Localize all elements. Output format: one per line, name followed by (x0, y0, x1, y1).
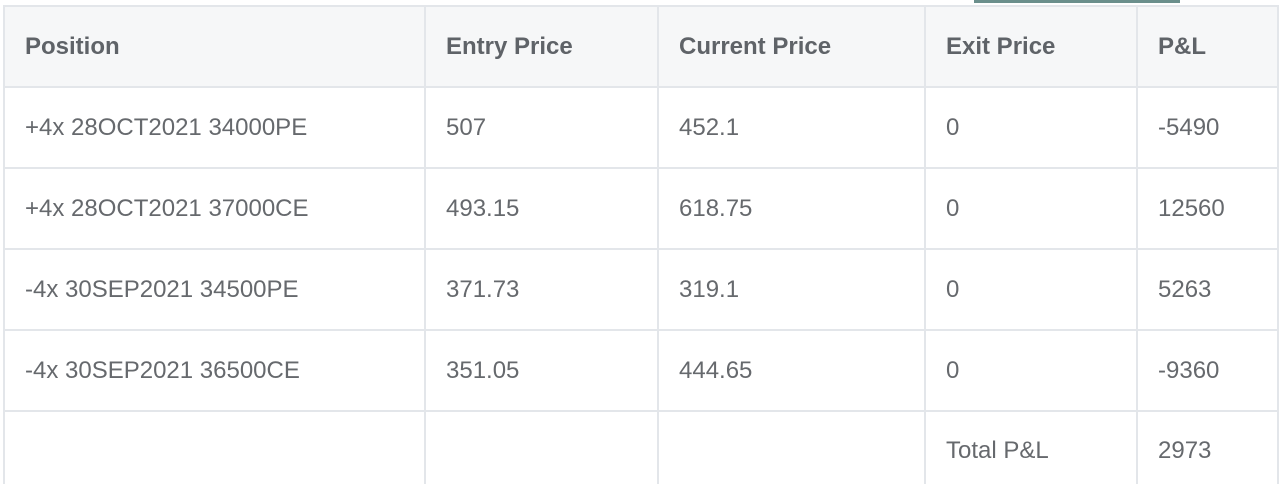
pnl-cell: 12560 (1136, 167, 1279, 250)
pnl-cell: -5490 (1136, 86, 1279, 169)
current-price-cell: 444.65 (657, 329, 926, 412)
total-pnl-label: Total P&L (924, 410, 1138, 484)
exit-price-cell: 0 (924, 248, 1138, 331)
position-cell: +4x 28OCT2021 37000CE (3, 167, 426, 250)
position-cell: +4x 28OCT2021 34000PE (3, 86, 426, 169)
entry-price-cell: 507 (424, 86, 659, 169)
column-header-current-price: Current Price (657, 5, 926, 88)
column-header-entry-price: Entry Price (424, 5, 659, 88)
empty-cell (3, 410, 426, 484)
position-cell: -4x 30SEP2021 34500PE (3, 248, 426, 331)
entry-price-cell: 371.73 (424, 248, 659, 331)
empty-cell (424, 410, 659, 484)
empty-cell (657, 410, 926, 484)
position-cell: -4x 30SEP2021 36500CE (3, 329, 426, 412)
entry-price-cell: 351.05 (424, 329, 659, 412)
entry-price-cell: 493.15 (424, 167, 659, 250)
table-row: -4x 30SEP2021 34500PE 371.73 319.1 0 526… (3, 248, 1279, 331)
current-price-cell: 319.1 (657, 248, 926, 331)
current-price-cell: 618.75 (657, 167, 926, 250)
pnl-cell: -9360 (1136, 329, 1279, 412)
exit-price-cell: 0 (924, 329, 1138, 412)
pnl-cell: 5263 (1136, 248, 1279, 331)
current-price-cell: 452.1 (657, 86, 926, 169)
table-header-row: Position Entry Price Current Price Exit … (3, 5, 1279, 88)
table-row: +4x 28OCT2021 34000PE 507 452.1 0 -5490 (3, 86, 1279, 169)
column-header-position: Position (3, 5, 426, 88)
column-header-pnl: P&L (1136, 5, 1279, 88)
exit-price-cell: 0 (924, 167, 1138, 250)
total-pnl-value: 2973 (1136, 410, 1279, 484)
table-row: +4x 28OCT2021 37000CE 493.15 618.75 0 12… (3, 167, 1279, 250)
positions-table: Position Entry Price Current Price Exit … (3, 5, 1279, 484)
table-row: -4x 30SEP2021 36500CE 351.05 444.65 0 -9… (3, 329, 1279, 412)
total-row: Total P&L 2973 (3, 410, 1279, 484)
active-tab-indicator (974, 0, 1180, 3)
exit-price-cell: 0 (924, 86, 1138, 169)
column-header-exit-price: Exit Price (924, 5, 1138, 88)
